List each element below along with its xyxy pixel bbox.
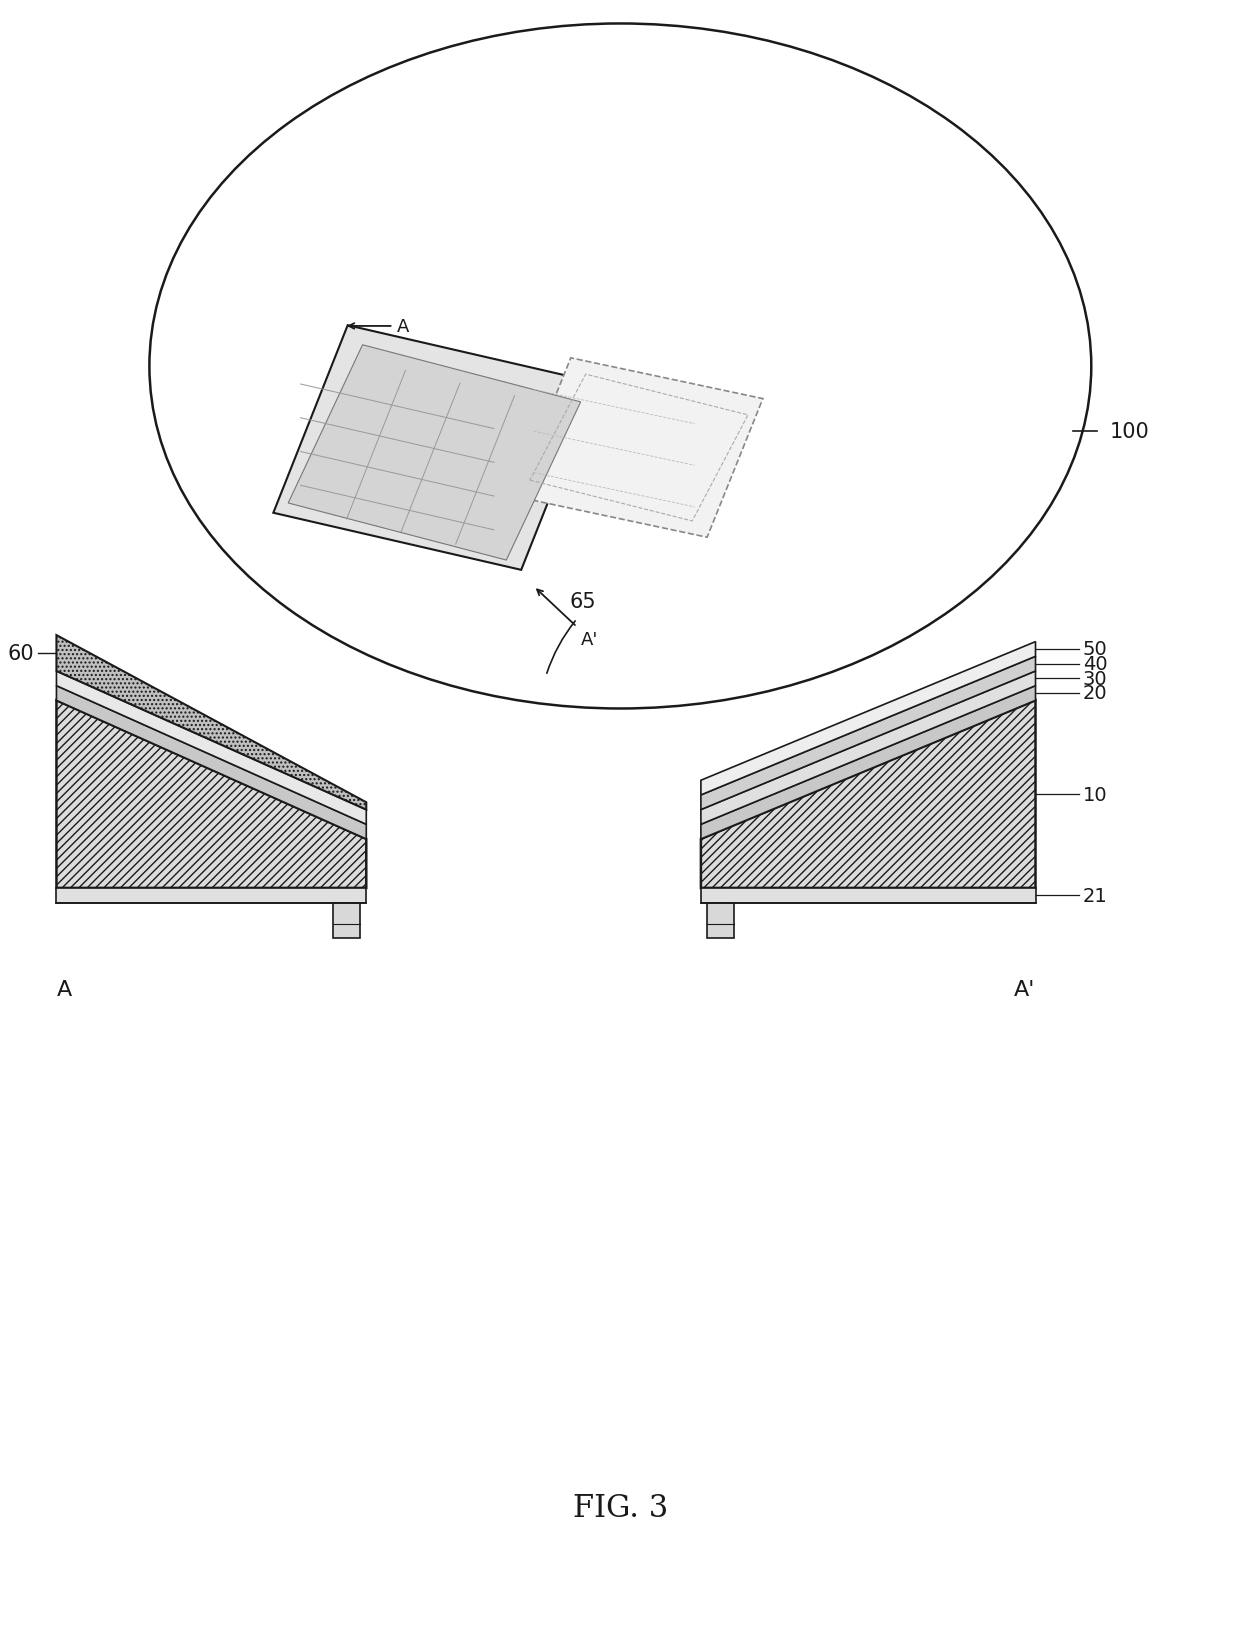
Polygon shape xyxy=(57,701,366,888)
Text: A: A xyxy=(397,318,409,336)
Text: 20: 20 xyxy=(1083,685,1107,703)
Text: 30: 30 xyxy=(1083,670,1107,688)
Polygon shape xyxy=(701,701,1035,888)
Text: 60: 60 xyxy=(7,644,35,663)
Polygon shape xyxy=(701,672,1035,825)
Text: 65: 65 xyxy=(570,592,596,611)
Polygon shape xyxy=(701,686,1035,839)
Polygon shape xyxy=(701,657,1035,810)
Polygon shape xyxy=(332,903,360,939)
Polygon shape xyxy=(707,903,734,939)
Text: A: A xyxy=(57,980,72,999)
Text: 21: 21 xyxy=(1083,887,1107,905)
Text: 100: 100 xyxy=(1110,422,1149,442)
Text: A': A' xyxy=(1014,980,1035,999)
Text: 10: 10 xyxy=(1083,786,1107,804)
Text: 50: 50 xyxy=(1083,641,1107,659)
Polygon shape xyxy=(57,686,366,839)
Text: FIG. 3: FIG. 3 xyxy=(573,1491,668,1524)
Polygon shape xyxy=(701,642,1035,795)
Polygon shape xyxy=(288,346,580,561)
Text: 40: 40 xyxy=(1083,655,1107,673)
Text: A': A' xyxy=(580,631,598,649)
Polygon shape xyxy=(273,326,595,570)
Polygon shape xyxy=(701,888,1035,903)
Polygon shape xyxy=(57,636,366,810)
Polygon shape xyxy=(57,672,366,825)
Polygon shape xyxy=(57,888,366,903)
Polygon shape xyxy=(515,359,763,538)
